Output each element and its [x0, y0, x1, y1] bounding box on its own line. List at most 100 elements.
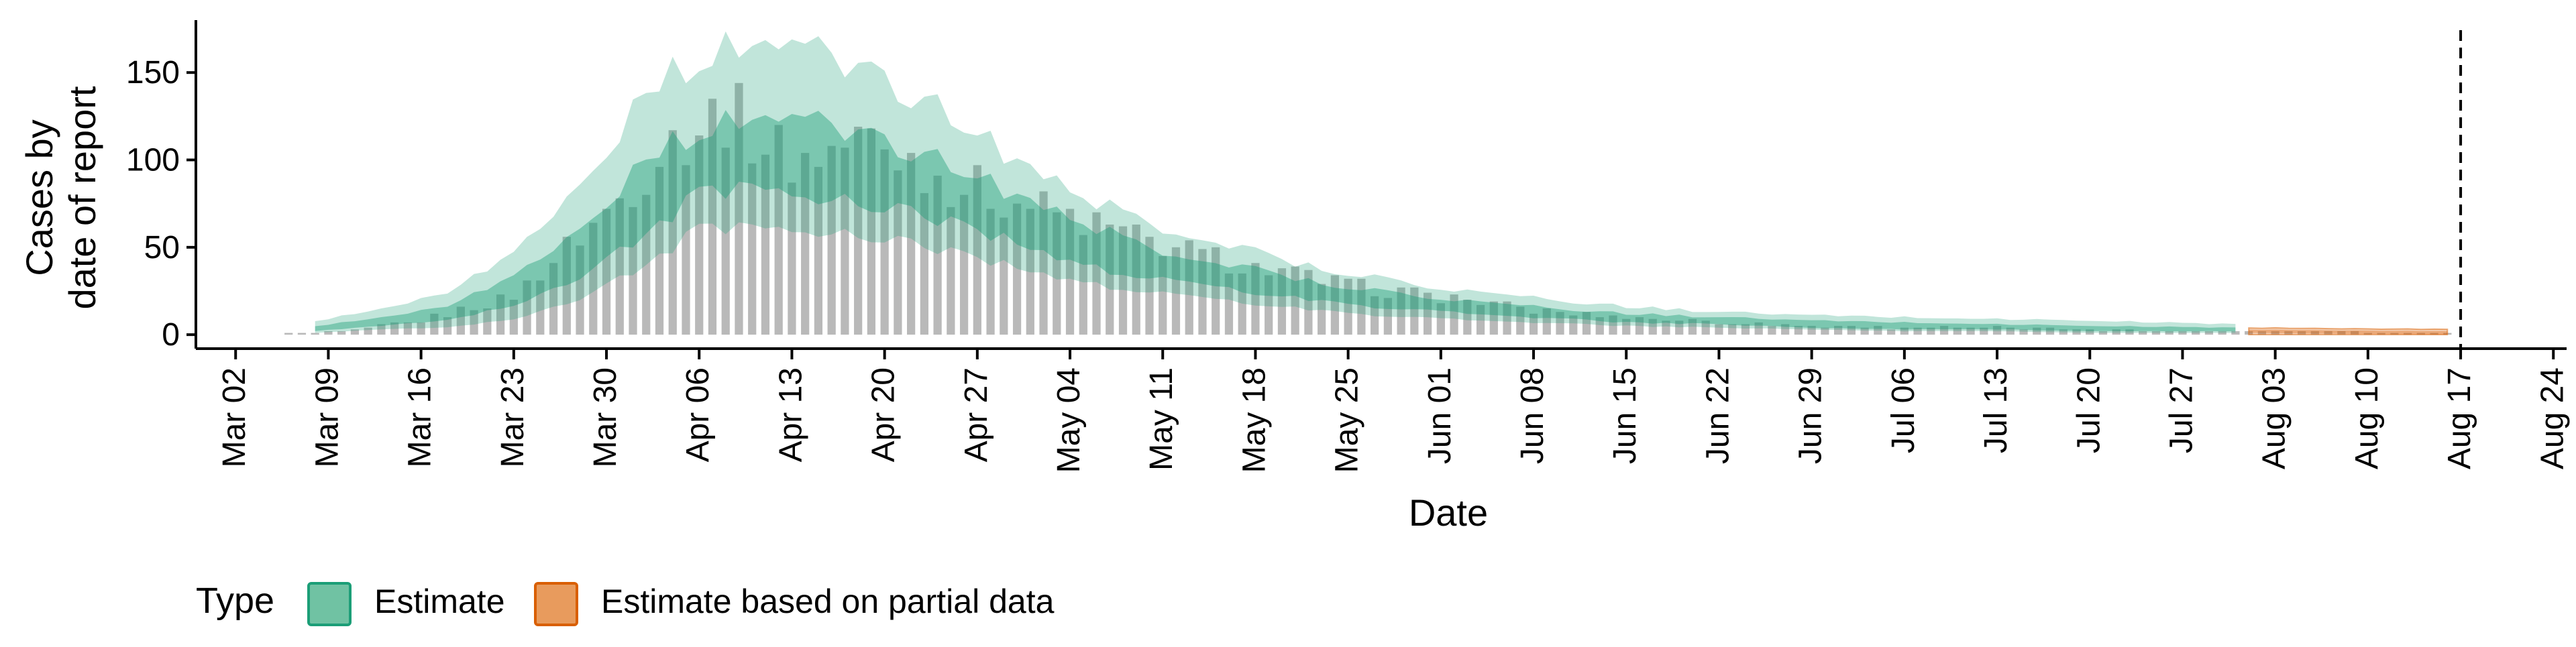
reported-cases-bar — [1794, 326, 1803, 335]
reported-cases-bar — [827, 145, 836, 335]
reported-cases-bar — [483, 308, 492, 335]
reported-cases-bar — [496, 294, 505, 335]
reported-cases-bar — [1330, 275, 1340, 335]
reported-cases-bar — [2165, 331, 2174, 335]
reported-cases-bar — [986, 209, 995, 335]
reported-cases-bar — [1185, 240, 1193, 335]
reported-cases-bar — [2218, 331, 2226, 335]
reported-cases-bar — [562, 237, 571, 335]
y-axis-title-line: Cases by — [18, 119, 60, 276]
y-tick-label: 50 — [144, 230, 180, 266]
reported-cases-bar — [682, 165, 690, 335]
reported-cases-bar — [536, 280, 545, 335]
reported-cases-bar — [854, 126, 863, 335]
reported-cases-bar — [2390, 333, 2399, 335]
reported-cases-bar — [1476, 304, 1485, 335]
reported-cases-bar — [1357, 278, 1366, 335]
reported-cases-bar — [801, 153, 810, 335]
x-axis-title: Date — [1409, 491, 1488, 534]
reported-cases-bar — [761, 154, 770, 335]
reported-cases-bar — [1768, 326, 1776, 335]
reported-cases-bar — [2098, 331, 2108, 335]
reported-cases-bar — [748, 163, 757, 335]
reported-cases-bar — [1781, 324, 1790, 335]
reported-cases-bar — [655, 166, 664, 335]
partial-outer-ribbon — [2248, 327, 2449, 336]
reported-cases-bar — [523, 280, 531, 335]
x-tick-label: Jun 22 — [1700, 367, 1735, 464]
reported-cases-bar — [735, 82, 743, 335]
reported-cases-bar — [1291, 266, 1299, 335]
reported-cases-bar — [2086, 329, 2094, 335]
reported-cases-bar — [2045, 327, 2055, 335]
x-tick-label: Apr 06 — [680, 367, 716, 462]
legend-title: Type — [196, 581, 274, 621]
reported-cases-bar — [1860, 327, 1869, 335]
reported-cases-bar — [509, 300, 518, 335]
reported-cases-bar — [907, 153, 916, 335]
reported-cases-bar — [1913, 327, 1922, 335]
reported-cases-bar — [894, 170, 902, 335]
reported-cases-bar — [576, 245, 584, 335]
reported-cases-bar — [1277, 268, 1287, 335]
reported-cases-bar — [2151, 331, 2161, 335]
legend-key-estimate — [307, 582, 352, 626]
reported-cases-bar — [1688, 318, 1697, 335]
x-tick-label: May 18 — [1236, 367, 1272, 473]
x-tick-label: Apr 27 — [959, 367, 994, 462]
reported-cases-bar — [1118, 226, 1128, 335]
reported-cases-bar — [814, 166, 823, 335]
x-tick-label: Mar 30 — [588, 367, 623, 467]
reported-cases-bar — [2139, 331, 2147, 335]
reported-cases-bar — [1371, 296, 1379, 335]
reported-cases-bar — [1212, 247, 1220, 335]
reported-cases-bar — [1410, 287, 1419, 335]
estimate-inner-ribbon — [315, 110, 2236, 332]
x-tick-label: Jul 20 — [2071, 367, 2106, 453]
reported-cases-bar — [1595, 317, 1604, 335]
reported-cases-bar — [708, 99, 717, 335]
reported-cases-bar — [430, 313, 439, 335]
x-tick-label: May 04 — [1051, 367, 1087, 473]
estimate-ribbons — [315, 31, 2449, 336]
reported-cases-bar — [1886, 329, 1896, 335]
reported-cases-bar — [1980, 327, 1988, 335]
reported-cases-bar — [390, 322, 399, 335]
reported-cases-bar — [1318, 284, 1326, 335]
reported-cases-bar — [642, 194, 651, 335]
reported-cases-bar — [1569, 315, 1578, 335]
reported-cases-bar — [417, 322, 425, 335]
reported-cases-bar — [1635, 317, 1644, 335]
x-tick-label: Apr 20 — [866, 367, 902, 462]
reported-cases-bar — [2416, 333, 2425, 335]
reported-cases-bar — [1053, 212, 1061, 335]
reported-cases-bar — [2284, 331, 2293, 335]
reported-cases-bar — [1582, 312, 1591, 335]
reported-cases-bar — [1966, 327, 1975, 335]
reported-cases-bar — [1754, 322, 1763, 335]
reported-cases-bar — [350, 329, 360, 335]
reported-cases-bar — [867, 128, 876, 335]
x-tick-label: Jun 08 — [1515, 367, 1550, 464]
reported-cases-bar — [2298, 331, 2306, 335]
legend-label-partial: Estimate based on partial data — [601, 583, 1055, 620]
reported-cases-bar — [1463, 300, 1472, 335]
reported-cases-bar — [2271, 331, 2279, 335]
reported-cases-bar — [1662, 320, 1670, 335]
reported-cases-bar — [1079, 235, 1087, 335]
reported-cases-bar — [1807, 326, 1816, 335]
reported-cases-bar — [602, 209, 611, 335]
reported-cases-bar — [1450, 294, 1458, 335]
reported-cases-bar — [1542, 308, 1551, 335]
reported-cases-bar — [1939, 326, 1949, 335]
reported-cases-bar — [1834, 326, 1843, 335]
reported-cases-bar — [1927, 327, 1935, 335]
reported-cases-bar — [311, 333, 319, 335]
reported-cases-bar — [2324, 331, 2332, 335]
legend-label-estimate: Estimate — [374, 583, 505, 620]
x-tick-label: Jul 27 — [2163, 367, 2199, 453]
axes: 0 50 100 150 Mar 02 Mar 09 Mar 16 Mar 23 Mar 30 A… — [18, 20, 2570, 534]
reported-cases-bar — [1265, 275, 1273, 335]
reported-cases-bar — [2430, 333, 2438, 335]
